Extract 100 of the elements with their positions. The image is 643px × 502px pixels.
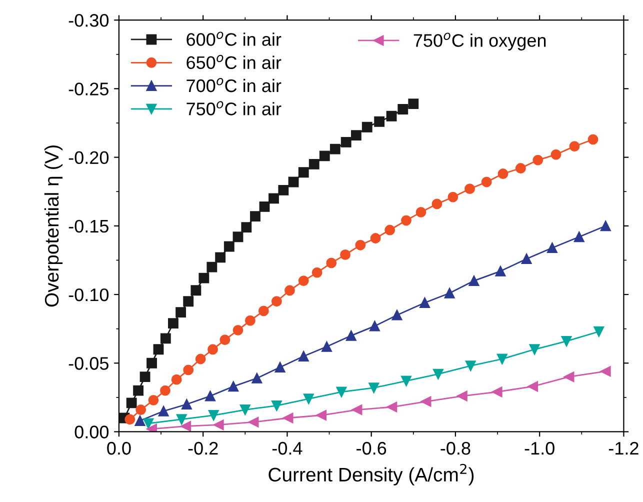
point: [521, 254, 532, 264]
point: [176, 414, 187, 425]
y-tick-label: 0.00: [74, 426, 109, 438]
point: [433, 368, 444, 380]
point: [352, 404, 362, 415]
point: [278, 185, 289, 196]
y-axis-title: Overpotential η (V): [44, 146, 63, 307]
point: [134, 416, 146, 426]
point: [160, 385, 170, 396]
point: [220, 334, 230, 345]
legend-label: 600$^{o}$C in air: [186, 32, 282, 46]
point: [386, 402, 398, 412]
point: [326, 258, 337, 268]
point: [322, 341, 332, 352]
point: [252, 373, 262, 384]
point: [600, 220, 611, 232]
point: [146, 424, 157, 432]
point: [244, 315, 256, 326]
point: [205, 390, 216, 402]
legend-label: 750$^{o}$C in oxygen: [414, 32, 546, 50]
point: [308, 158, 320, 170]
point: [224, 241, 234, 252]
point: [594, 326, 604, 337]
point: [468, 276, 480, 286]
point: [355, 240, 366, 250]
point: [398, 104, 408, 114]
point: [298, 276, 309, 286]
point: [495, 266, 506, 276]
point: [456, 390, 468, 402]
point: [316, 410, 326, 420]
point: [181, 399, 192, 410]
x-tick-label: -1.2: [608, 442, 638, 455]
point: [384, 224, 396, 236]
point: [546, 242, 558, 254]
point: [215, 252, 226, 263]
point: [420, 396, 432, 407]
point: [160, 333, 171, 344]
y-tick-label: -0.15: [68, 220, 108, 233]
x-tick-label: -0.4: [272, 442, 302, 455]
point: [240, 404, 250, 415]
point: [564, 372, 574, 382]
point: [368, 382, 380, 394]
point: [140, 372, 150, 382]
point: [529, 344, 540, 355]
point: [183, 296, 194, 307]
point: [232, 324, 244, 336]
point: [146, 358, 157, 368]
point: [369, 320, 380, 332]
point: [198, 272, 210, 284]
point: [420, 298, 430, 308]
point: [330, 144, 340, 154]
point: [448, 192, 458, 202]
x-tick-label: -0.2: [188, 442, 218, 455]
x-tick-label: -1.0: [524, 442, 554, 455]
point: [250, 211, 260, 222]
point: [362, 122, 372, 132]
point: [136, 404, 146, 415]
point: [416, 206, 426, 218]
point: [600, 366, 611, 377]
point: [258, 306, 269, 316]
point: [143, 418, 154, 429]
point: [319, 150, 330, 162]
point: [340, 136, 352, 148]
point: [168, 318, 178, 329]
point: [274, 362, 286, 372]
point: [153, 344, 164, 355]
point: [532, 154, 544, 166]
point: [561, 336, 572, 346]
point: [392, 310, 402, 320]
point: [208, 344, 218, 355]
point: [588, 134, 598, 145]
point: [350, 130, 362, 141]
point: [271, 296, 282, 307]
point: [248, 416, 259, 428]
point: [206, 262, 218, 272]
point: [271, 400, 282, 411]
point: [213, 420, 224, 430]
x-tick-label: -0.8: [440, 442, 470, 455]
x-axis-title: Current Density (A/cm$^{2}$): [268, 464, 474, 486]
y-tick-label: -0.25: [68, 82, 108, 96]
point: [298, 167, 309, 178]
legend-label: 700$^{o}$C in air: [186, 78, 282, 92]
point: [298, 351, 309, 362]
point: [408, 98, 419, 109]
y-tick-label: -0.05: [68, 357, 108, 370]
y-tick-label: -0.30: [68, 14, 109, 27]
point: [496, 354, 508, 364]
x-tick-label: 0.0: [107, 442, 131, 455]
point: [190, 285, 202, 296]
point: [282, 412, 294, 424]
point: [176, 307, 186, 318]
point: [336, 386, 347, 398]
point: [148, 394, 159, 406]
point: [528, 381, 538, 392]
point: [432, 198, 442, 210]
point: [288, 176, 299, 188]
point: [374, 116, 385, 127]
point: [259, 201, 270, 212]
point: [444, 288, 455, 298]
point: [158, 406, 169, 416]
